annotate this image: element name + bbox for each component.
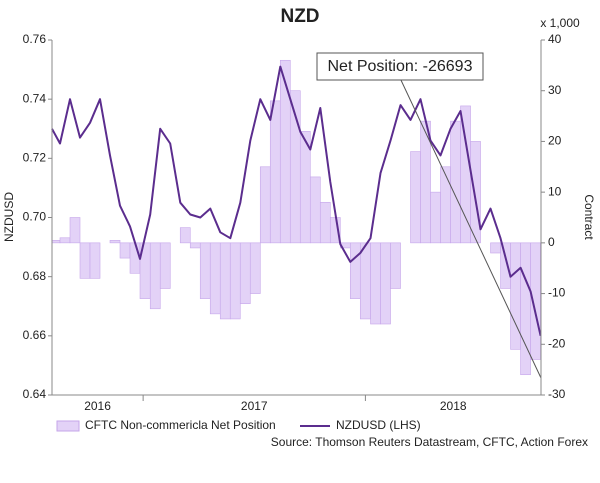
legend-swatch [56, 420, 80, 432]
x-tick-label: 2018 [440, 399, 467, 413]
area-step [219, 242, 231, 320]
y-axis-label: NZDUSD [2, 192, 16, 242]
y2-tick-label: -10 [548, 286, 566, 300]
y-tick-label: 0.64 [23, 387, 47, 401]
area-step [51, 240, 61, 244]
area-step [189, 242, 201, 249]
annotation-box [316, 52, 484, 81]
area-step [510, 242, 521, 350]
line [51, 65, 542, 337]
y-tick-label: 0.76 [23, 32, 47, 46]
area-step [209, 242, 221, 315]
annotation-pointer [399, 77, 542, 379]
area-step [179, 227, 191, 244]
y-tick-label: 0.68 [23, 269, 47, 283]
area-step [59, 237, 71, 244]
y2-tick-label: 10 [548, 184, 562, 198]
area-step [430, 191, 441, 244]
y2-tick-label: -20 [548, 336, 566, 350]
area-step [450, 120, 461, 244]
area-step [470, 141, 481, 244]
area-step [380, 242, 391, 325]
area-step [69, 217, 81, 244]
y2-tick-label: -30 [548, 387, 566, 401]
area-step [229, 242, 241, 320]
area-step [149, 242, 161, 310]
chart-title: NZD [280, 6, 319, 27]
annotation: Net Position: -26693 [328, 58, 473, 75]
area-step [520, 242, 531, 376]
plot-area [51, 59, 542, 376]
y2-tick-label: 40 [548, 32, 562, 46]
y-tick-label: 0.70 [23, 210, 47, 224]
area-step [460, 105, 471, 244]
area-step [249, 242, 261, 294]
area-step [119, 242, 131, 259]
area-step [109, 240, 121, 244]
area-step [79, 242, 91, 279]
legend-label: CFTC Non-commericla Net Position [85, 418, 276, 432]
y-tick-label: 0.66 [23, 328, 47, 342]
y2-unit: x 1,000 [540, 16, 580, 30]
x-tick-label: 2017 [241, 399, 268, 413]
y2-tick-label: 30 [548, 83, 562, 97]
x-tick-label: 2016 [84, 399, 111, 413]
area-step [390, 242, 401, 289]
area-step [349, 242, 361, 299]
area-step [199, 242, 211, 299]
y-tick-label: 0.74 [23, 91, 47, 105]
legend-label: NZDUSD (LHS) [336, 418, 421, 432]
area-step [159, 242, 171, 289]
area-step [269, 100, 281, 244]
y-tick-label: 0.72 [23, 151, 47, 165]
area-step [239, 242, 251, 305]
y2-axis-label: Contract [582, 194, 596, 240]
area-step [319, 201, 331, 244]
source: Source: Thomson Reuters Datastream, CFTC… [271, 435, 588, 449]
area-step [309, 176, 321, 244]
area-step [89, 242, 101, 279]
area-step [259, 166, 271, 244]
y2-tick-label: 0 [548, 235, 555, 249]
area-step [129, 242, 141, 274]
area-step [279, 59, 291, 244]
area-step [500, 242, 511, 289]
area-step [410, 151, 421, 244]
area-step [440, 166, 451, 244]
y2-tick-label: 20 [548, 134, 562, 148]
area-step [359, 242, 371, 320]
area-step [490, 242, 501, 254]
area-step [370, 242, 381, 325]
